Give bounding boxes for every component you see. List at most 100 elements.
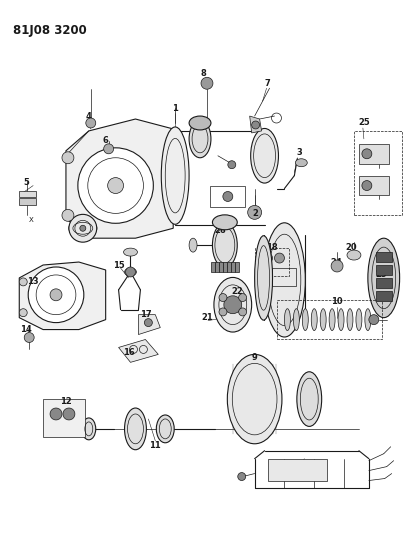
Polygon shape xyxy=(211,262,215,272)
Text: 10: 10 xyxy=(331,297,343,306)
Circle shape xyxy=(252,121,260,129)
Circle shape xyxy=(24,333,34,343)
Text: 12: 12 xyxy=(60,397,72,406)
Text: 22: 22 xyxy=(231,287,243,296)
Text: 21: 21 xyxy=(201,313,213,322)
Ellipse shape xyxy=(125,408,146,450)
Polygon shape xyxy=(231,262,235,272)
Ellipse shape xyxy=(189,120,211,158)
Ellipse shape xyxy=(156,415,174,443)
Circle shape xyxy=(80,225,86,231)
Polygon shape xyxy=(235,262,239,272)
Ellipse shape xyxy=(329,309,335,330)
Circle shape xyxy=(262,253,273,263)
Polygon shape xyxy=(215,262,219,272)
Circle shape xyxy=(145,319,152,327)
Bar xyxy=(268,459,327,481)
Polygon shape xyxy=(219,262,223,272)
Text: 16: 16 xyxy=(123,348,134,357)
Ellipse shape xyxy=(214,277,252,332)
Ellipse shape xyxy=(368,238,400,318)
Circle shape xyxy=(108,177,124,193)
Text: 6: 6 xyxy=(103,136,109,146)
Ellipse shape xyxy=(125,268,136,276)
Circle shape xyxy=(50,408,62,420)
Polygon shape xyxy=(223,262,227,272)
Ellipse shape xyxy=(213,215,237,230)
Text: 17: 17 xyxy=(140,310,151,319)
Ellipse shape xyxy=(347,250,361,260)
Ellipse shape xyxy=(69,219,97,237)
Text: 81J08 3200: 81J08 3200 xyxy=(13,23,87,37)
Bar xyxy=(354,131,402,215)
Circle shape xyxy=(86,118,96,128)
Text: 18: 18 xyxy=(266,243,277,252)
Circle shape xyxy=(219,308,227,316)
Circle shape xyxy=(63,408,75,420)
Bar xyxy=(277,300,382,340)
Text: 15: 15 xyxy=(113,261,124,270)
Text: 9: 9 xyxy=(252,353,258,362)
Polygon shape xyxy=(249,116,262,133)
Bar xyxy=(376,265,392,275)
Ellipse shape xyxy=(356,309,362,330)
Bar xyxy=(255,248,290,276)
Ellipse shape xyxy=(264,223,305,337)
Circle shape xyxy=(248,205,262,219)
Ellipse shape xyxy=(295,159,307,167)
Ellipse shape xyxy=(347,309,353,330)
Ellipse shape xyxy=(297,372,322,426)
Ellipse shape xyxy=(284,309,290,330)
Circle shape xyxy=(238,473,246,481)
Circle shape xyxy=(331,260,343,272)
Ellipse shape xyxy=(255,236,273,320)
Ellipse shape xyxy=(302,309,308,330)
Text: 13: 13 xyxy=(28,277,39,286)
Polygon shape xyxy=(119,340,158,362)
Ellipse shape xyxy=(311,309,317,330)
Ellipse shape xyxy=(293,309,299,330)
Text: 7: 7 xyxy=(265,79,271,88)
Circle shape xyxy=(19,309,27,317)
Circle shape xyxy=(19,278,27,286)
Circle shape xyxy=(275,253,284,263)
Text: 23: 23 xyxy=(375,270,387,279)
Text: 5: 5 xyxy=(23,178,29,187)
Polygon shape xyxy=(66,119,173,238)
Bar xyxy=(210,185,245,207)
Text: 1: 1 xyxy=(172,103,178,112)
Circle shape xyxy=(228,161,236,168)
Polygon shape xyxy=(19,198,36,205)
Polygon shape xyxy=(19,190,36,198)
Circle shape xyxy=(28,267,84,322)
Circle shape xyxy=(239,294,247,302)
Bar xyxy=(376,291,392,301)
Bar xyxy=(376,252,392,262)
Text: X: X xyxy=(29,217,34,223)
Polygon shape xyxy=(19,262,106,329)
Text: 26: 26 xyxy=(214,226,226,235)
Text: 24: 24 xyxy=(330,257,342,266)
Text: 19: 19 xyxy=(296,467,307,476)
Circle shape xyxy=(62,209,74,221)
Ellipse shape xyxy=(320,309,326,330)
Circle shape xyxy=(369,314,379,325)
Circle shape xyxy=(126,267,135,277)
Polygon shape xyxy=(227,262,231,272)
Circle shape xyxy=(223,191,233,201)
Circle shape xyxy=(78,148,153,223)
Bar xyxy=(271,268,296,286)
Ellipse shape xyxy=(213,223,237,268)
Ellipse shape xyxy=(189,238,197,252)
Polygon shape xyxy=(139,314,160,335)
Circle shape xyxy=(201,77,213,89)
Text: 8: 8 xyxy=(200,69,206,78)
Bar xyxy=(376,278,392,288)
Circle shape xyxy=(362,149,372,159)
Text: 11: 11 xyxy=(149,441,161,450)
Text: 14: 14 xyxy=(20,325,32,334)
Circle shape xyxy=(219,294,227,302)
Polygon shape xyxy=(359,144,389,164)
Circle shape xyxy=(104,144,114,154)
Circle shape xyxy=(224,296,242,314)
